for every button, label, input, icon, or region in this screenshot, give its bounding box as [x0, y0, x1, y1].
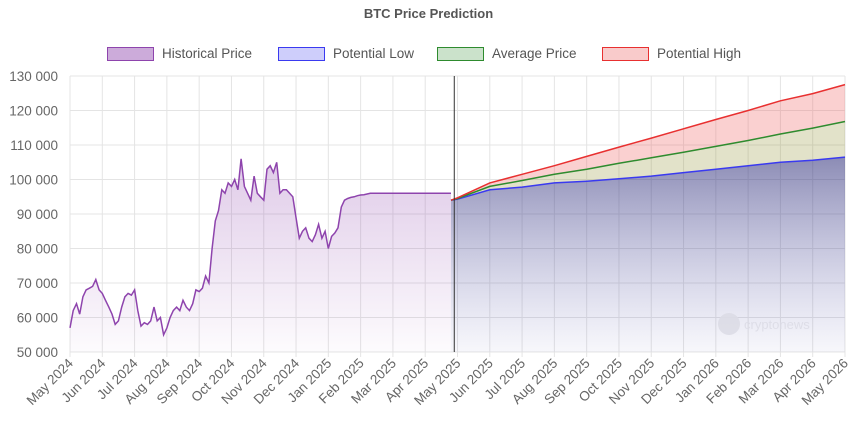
series-line-potential-low: [450, 156, 846, 201]
series-line-potential-high: [450, 83, 846, 201]
y-tick-label: 70 000: [17, 276, 58, 291]
series-line-historical-price: [69, 158, 451, 338]
legend-label-historical-price: Historical Price: [162, 46, 253, 61]
y-tick-label: 60 000: [17, 311, 58, 326]
legend-item-average-price[interactable]: Average Price: [437, 46, 577, 61]
watermark-logo: cryptonews: [718, 313, 810, 335]
y-tick-label: 120 000: [9, 104, 58, 119]
legend-swatch-potential-low: [278, 46, 325, 61]
area-potential-low: [451, 157, 845, 352]
legend-item-historical-price[interactable]: Historical Price: [107, 46, 252, 61]
chart-title: BTC Price Prediction: [363, 6, 494, 21]
y-tick-label: 80 000: [17, 242, 58, 257]
y-tick-label: 50 000: [17, 345, 58, 360]
area-potential-high: [451, 84, 845, 201]
watermark-icon: [718, 313, 740, 335]
area-historical-price: [70, 158, 451, 352]
y-tick-label: 110 000: [10, 138, 58, 153]
y-tick-label: 90 000: [17, 207, 58, 222]
series-line-average-price: [450, 120, 846, 201]
legend-label-potential-high: Potential High: [657, 46, 742, 61]
legend-label-average-price: Average Price: [492, 46, 577, 61]
legend-item-potential-low[interactable]: Potential Low: [278, 46, 414, 61]
legend-item-potential-high[interactable]: Potential High: [602, 46, 741, 61]
y-tick-label: 100 000: [9, 173, 58, 188]
legend-label-potential-low: Potential Low: [333, 46, 415, 61]
y-tick-label: 130 000: [9, 69, 58, 84]
watermark-text: cryptonews: [744, 316, 810, 332]
legend-swatch-average-price: [437, 46, 484, 61]
legend-swatch-historical-price: [107, 46, 154, 61]
chart-legend: Historical Price Potential Low Average P…: [0, 46, 857, 66]
legend-swatch-potential-high: [602, 46, 649, 61]
